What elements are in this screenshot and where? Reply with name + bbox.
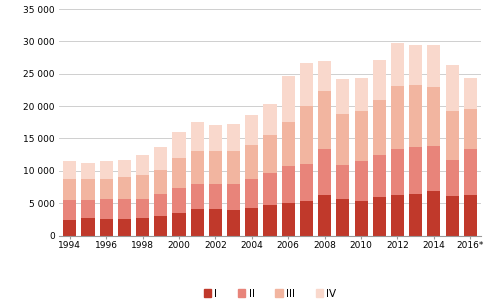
Bar xyxy=(82,163,95,179)
Bar xyxy=(355,78,368,111)
Bar xyxy=(300,63,313,106)
Bar xyxy=(118,160,131,177)
Bar xyxy=(82,179,95,200)
Bar xyxy=(82,200,95,218)
Bar xyxy=(264,135,276,173)
Bar xyxy=(172,158,186,188)
Bar xyxy=(154,169,167,194)
Bar xyxy=(300,164,313,201)
Bar xyxy=(264,205,276,236)
Bar xyxy=(172,132,186,158)
Bar xyxy=(227,184,240,210)
Bar xyxy=(282,166,295,203)
Bar xyxy=(300,106,313,164)
Bar xyxy=(282,122,295,166)
Bar xyxy=(209,209,222,236)
Bar xyxy=(118,219,131,236)
Bar xyxy=(427,146,440,191)
Bar xyxy=(154,147,167,169)
Bar xyxy=(100,161,113,178)
Bar xyxy=(318,91,331,149)
Bar xyxy=(136,155,149,175)
Bar xyxy=(409,194,422,236)
Bar xyxy=(355,111,368,161)
Bar xyxy=(209,151,222,184)
Bar xyxy=(136,218,149,236)
Bar xyxy=(318,149,331,195)
Bar xyxy=(63,200,77,220)
Bar xyxy=(391,86,404,149)
Bar xyxy=(227,210,240,236)
Bar xyxy=(136,199,149,218)
Bar xyxy=(63,161,77,178)
Bar xyxy=(118,199,131,219)
Bar xyxy=(409,85,422,147)
Bar xyxy=(246,145,258,179)
Bar xyxy=(355,161,368,201)
Bar xyxy=(264,173,276,205)
Bar xyxy=(336,199,350,236)
Bar xyxy=(445,111,459,160)
Bar xyxy=(373,198,386,236)
Bar xyxy=(282,203,295,236)
Bar xyxy=(118,177,131,199)
Bar xyxy=(355,201,368,236)
Bar xyxy=(427,45,440,87)
Bar xyxy=(82,218,95,236)
Bar xyxy=(154,194,167,216)
Bar xyxy=(427,191,440,236)
Bar xyxy=(300,201,313,236)
Bar xyxy=(209,184,222,209)
Bar xyxy=(464,195,477,236)
Bar xyxy=(100,199,113,219)
Bar xyxy=(63,178,77,200)
Bar xyxy=(445,196,459,236)
Bar xyxy=(336,114,350,165)
Bar xyxy=(336,79,350,114)
Bar xyxy=(427,87,440,146)
Bar xyxy=(100,178,113,199)
Bar xyxy=(318,61,331,91)
Bar xyxy=(336,165,350,199)
Bar xyxy=(391,43,404,86)
Bar xyxy=(227,124,240,151)
Bar xyxy=(318,195,331,236)
Bar xyxy=(191,184,204,209)
Bar xyxy=(172,213,186,236)
Bar xyxy=(391,195,404,236)
Legend: I, II, III, IV: I, II, III, IV xyxy=(200,284,340,302)
Bar xyxy=(63,220,77,236)
Bar xyxy=(191,209,204,236)
Bar xyxy=(172,188,186,213)
Bar xyxy=(409,45,422,85)
Bar xyxy=(154,216,167,236)
Bar xyxy=(100,219,113,236)
Bar xyxy=(464,78,477,109)
Bar xyxy=(136,175,149,199)
Bar xyxy=(373,100,386,155)
Bar xyxy=(246,208,258,236)
Bar xyxy=(246,114,258,145)
Bar xyxy=(264,104,276,135)
Bar xyxy=(209,125,222,151)
Bar xyxy=(445,65,459,111)
Bar xyxy=(282,76,295,122)
Bar xyxy=(191,151,204,184)
Bar xyxy=(373,155,386,198)
Bar xyxy=(391,149,404,195)
Bar xyxy=(246,179,258,208)
Bar xyxy=(373,60,386,100)
Bar xyxy=(227,151,240,184)
Bar xyxy=(409,147,422,194)
Bar xyxy=(445,160,459,196)
Bar xyxy=(191,122,204,151)
Bar xyxy=(464,109,477,149)
Bar xyxy=(464,149,477,195)
